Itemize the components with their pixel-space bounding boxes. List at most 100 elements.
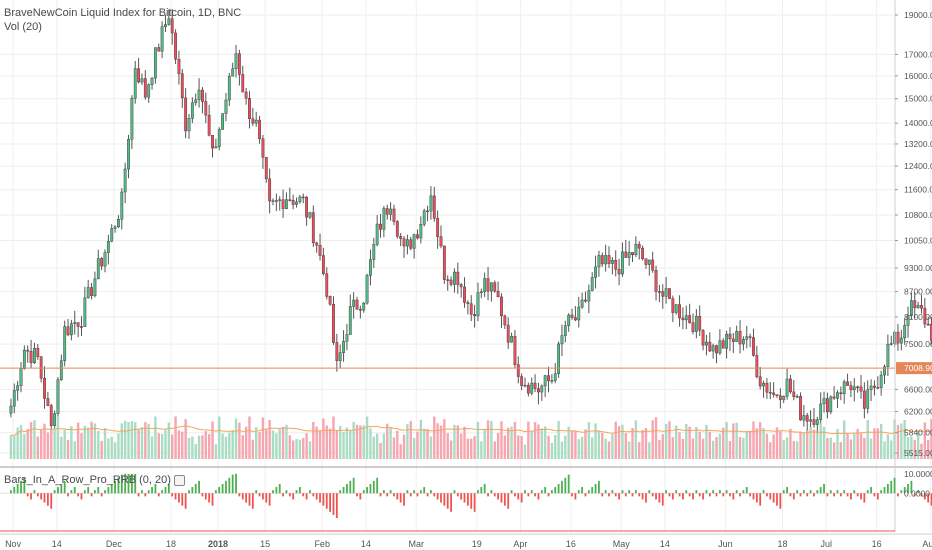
indicator-bar xyxy=(671,493,674,500)
volume-bar xyxy=(923,422,927,459)
candle-body xyxy=(563,325,567,336)
volume-bar xyxy=(906,437,910,459)
indicator-bar xyxy=(77,493,80,497)
candle-body xyxy=(550,380,554,382)
volume-bar xyxy=(745,430,748,459)
indicator-bar xyxy=(809,490,812,494)
candle-body xyxy=(899,337,903,344)
indicator-bar xyxy=(567,474,570,494)
candle-body xyxy=(167,18,171,25)
time-tick-label: 16 xyxy=(872,539,882,549)
indicator-bar xyxy=(302,493,305,497)
indicator-bar xyxy=(178,493,180,503)
indicator-bar xyxy=(295,490,298,494)
indicator-bar xyxy=(87,487,90,494)
volume-bar xyxy=(480,441,483,459)
volume-bar xyxy=(513,421,517,459)
candle-body xyxy=(459,284,463,288)
candle-body xyxy=(500,296,503,317)
indicator-bar xyxy=(796,490,799,494)
candle-body xyxy=(137,68,140,83)
volume-bar xyxy=(251,439,255,459)
volume-bar xyxy=(611,433,614,459)
volume-bar xyxy=(224,436,228,459)
volume-bar xyxy=(765,433,769,459)
candle-body xyxy=(637,243,641,249)
volume-bar xyxy=(500,421,503,459)
volume-bar xyxy=(369,428,372,459)
indicator-bar xyxy=(729,493,731,497)
indicator-bar xyxy=(651,493,654,497)
volume-bar xyxy=(191,436,194,459)
indicator-bar xyxy=(450,493,452,512)
volume-bar xyxy=(890,440,893,459)
volume-bar xyxy=(822,426,826,459)
candle-body xyxy=(298,196,302,203)
indicator-bar xyxy=(641,493,644,500)
candle-body xyxy=(721,340,725,349)
volume-bar xyxy=(154,416,157,459)
candle-body xyxy=(567,314,571,326)
indicator-bar xyxy=(221,483,224,494)
candle-body xyxy=(174,32,177,60)
volume-bar xyxy=(332,416,335,459)
indicator-bar xyxy=(631,493,634,497)
candle-body xyxy=(26,349,30,352)
candle-body xyxy=(836,392,839,399)
candle-body xyxy=(694,316,698,332)
candle-body xyxy=(920,305,923,309)
volume-bar xyxy=(641,430,644,459)
candle-body xyxy=(594,266,597,278)
volume-bar xyxy=(634,420,638,459)
indicator-bar xyxy=(883,487,886,494)
candle-body xyxy=(157,47,161,52)
candle-body xyxy=(311,212,315,244)
candle-body xyxy=(345,334,349,342)
indicator-bar xyxy=(628,490,631,494)
candle-body xyxy=(184,97,188,132)
indicator-bar xyxy=(705,490,708,494)
candle-body xyxy=(426,210,429,213)
volume-bar xyxy=(853,433,856,459)
volume-bar xyxy=(866,420,869,459)
price-tick-label: 15000.00 xyxy=(904,94,932,104)
volume-bar xyxy=(157,433,160,459)
candle-body xyxy=(795,396,799,398)
volume-bar xyxy=(927,439,930,459)
candle-body xyxy=(802,415,806,421)
volume-bar xyxy=(759,422,762,459)
candle-body xyxy=(866,389,870,409)
volume-bar xyxy=(103,428,107,459)
volume-bar xyxy=(523,444,527,459)
candle-body xyxy=(476,292,480,317)
indicator-bar xyxy=(624,493,627,497)
volume-bar xyxy=(577,439,580,459)
candle-body xyxy=(651,259,655,271)
indicator-bar xyxy=(816,490,819,494)
candle-body xyxy=(782,396,786,400)
indicator-bar xyxy=(359,493,362,500)
indicator-settings-icon[interactable] xyxy=(173,474,185,486)
candle-body xyxy=(889,343,893,345)
volume-bar xyxy=(782,440,785,459)
indicator-bar xyxy=(456,493,459,497)
candle-body xyxy=(227,75,231,101)
volume-bar xyxy=(594,423,597,459)
indicator-bar xyxy=(900,490,903,494)
volume-bar xyxy=(120,423,123,459)
candle-body xyxy=(164,24,167,27)
indicator-bar xyxy=(470,493,473,509)
candle-body xyxy=(849,385,853,391)
indicator-bar xyxy=(500,493,503,503)
indicator-bar xyxy=(806,493,809,497)
indicator-bar xyxy=(53,490,56,494)
candle-body xyxy=(170,18,174,34)
candle-body xyxy=(127,139,130,170)
candle-body xyxy=(442,245,446,280)
indicator-bar xyxy=(382,490,385,494)
volume-bar xyxy=(496,432,500,459)
indicator-bar xyxy=(618,493,620,500)
volume-bar xyxy=(698,431,701,459)
time-tick-label: 19 xyxy=(472,539,482,549)
